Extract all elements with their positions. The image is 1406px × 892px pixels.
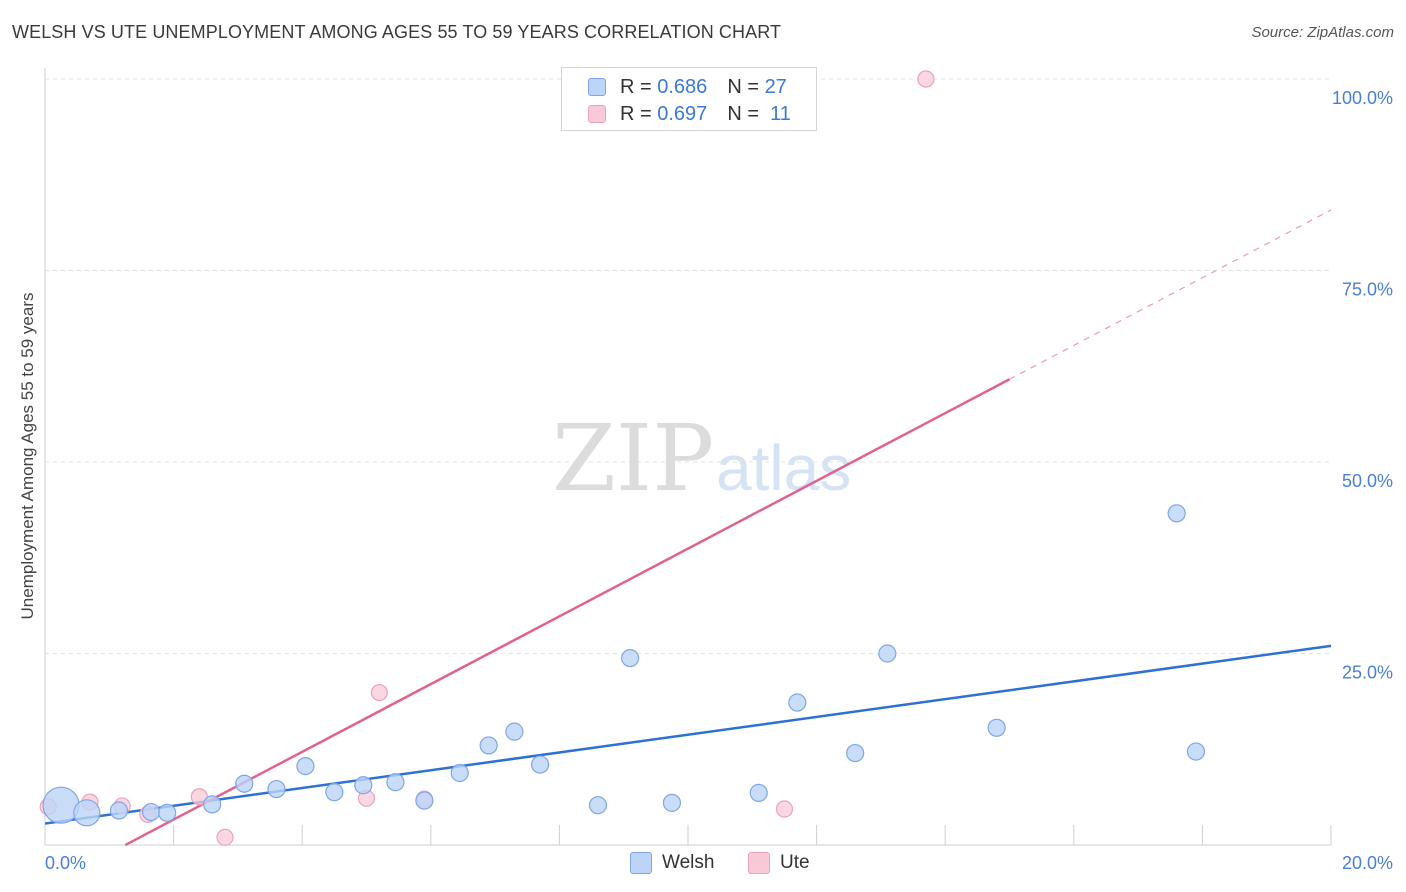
welsh-point bbox=[531, 755, 550, 774]
welsh-point bbox=[296, 757, 315, 776]
welsh-point bbox=[788, 693, 807, 712]
welsh-point bbox=[662, 793, 682, 812]
welsh-point bbox=[987, 718, 1006, 737]
data-points bbox=[39, 70, 1206, 846]
legend-label-ute: Ute bbox=[780, 852, 810, 873]
welsh-point bbox=[235, 774, 254, 793]
welsh-point bbox=[588, 796, 608, 815]
welsh-point bbox=[846, 743, 865, 763]
legend-n-value: 27 bbox=[764, 75, 787, 98]
legend-r-value: 0.697 bbox=[657, 102, 708, 125]
welsh-point bbox=[749, 783, 768, 803]
ute-swatch bbox=[588, 105, 606, 123]
welsh-legend-swatch bbox=[630, 852, 652, 874]
correlation-legend: R = 0.686 N = 27 R = 0.697 N = 11 bbox=[561, 67, 817, 131]
watermark-zip: ZIP bbox=[552, 405, 714, 512]
welsh-point bbox=[42, 786, 80, 824]
x-tick-label: 20.0% bbox=[1342, 853, 1393, 873]
y-tick-label: 50.0% bbox=[1342, 471, 1393, 491]
ute-point bbox=[775, 800, 794, 818]
legend-r-label: R = bbox=[620, 102, 652, 125]
legend-item-welsh: Welsh bbox=[630, 852, 714, 874]
welsh-point bbox=[621, 648, 640, 668]
watermark-atlas: atlas bbox=[716, 432, 851, 504]
welsh-point bbox=[109, 801, 129, 820]
welsh-point bbox=[141, 802, 161, 822]
welsh-point bbox=[878, 644, 897, 663]
ute-point bbox=[216, 828, 234, 846]
welsh-swatch bbox=[588, 78, 606, 96]
axes bbox=[44, 68, 1332, 846]
welsh-point bbox=[354, 776, 373, 795]
welsh-point bbox=[1186, 742, 1206, 761]
legend-item-ute: Ute bbox=[748, 852, 810, 874]
legend-n-value: 11 bbox=[770, 102, 791, 125]
legend-r-value: 0.686 bbox=[657, 75, 708, 98]
welsh-point bbox=[325, 783, 344, 802]
welsh-point bbox=[386, 773, 405, 792]
series-legend: Welsh Ute bbox=[0, 852, 1406, 878]
legend-r-label: R = bbox=[620, 75, 652, 98]
ute-point bbox=[370, 683, 388, 702]
ute-legend-swatch bbox=[748, 852, 770, 874]
ute-trendline bbox=[124, 378, 1011, 847]
legend-row-ute: R = 0.697 N = 11 bbox=[588, 101, 791, 127]
source-label: Source: ZipAtlas.com bbox=[1251, 24, 1394, 41]
chart-title: WELSH VS UTE UNEMPLOYMENT AMONG AGES 55 … bbox=[12, 22, 782, 42]
legend-n-label: N = bbox=[727, 102, 759, 125]
welsh-point bbox=[505, 722, 524, 741]
y-tick-label: 100.0% bbox=[1332, 88, 1393, 108]
y-tick-label: 25.0% bbox=[1342, 663, 1393, 683]
welsh-point bbox=[1167, 504, 1186, 523]
welsh-point bbox=[158, 803, 177, 822]
grid-lines bbox=[45, 78, 1331, 654]
tick-labels: 100.0% 75.0% 50.0% 25.0% 0.0% 20.0% bbox=[45, 88, 1393, 873]
trendlines bbox=[44, 209, 1332, 847]
ute-trendline-extension bbox=[1009, 209, 1332, 380]
welsh-point bbox=[73, 799, 101, 827]
legend-n-label: N = bbox=[727, 75, 759, 98]
welsh-point bbox=[450, 763, 469, 783]
ute-point bbox=[917, 70, 935, 88]
welsh-point bbox=[415, 791, 434, 810]
welsh-point bbox=[479, 736, 498, 755]
welsh-trendline bbox=[44, 644, 1332, 825]
x-tick-label: 0.0% bbox=[45, 853, 86, 873]
legend-label-welsh: Welsh bbox=[662, 852, 715, 873]
y-tick-label: 75.0% bbox=[1342, 280, 1393, 300]
welsh-point bbox=[203, 795, 222, 814]
legend-row-welsh: R = 0.686 N = 27 bbox=[588, 74, 787, 100]
welsh-point bbox=[267, 779, 286, 799]
